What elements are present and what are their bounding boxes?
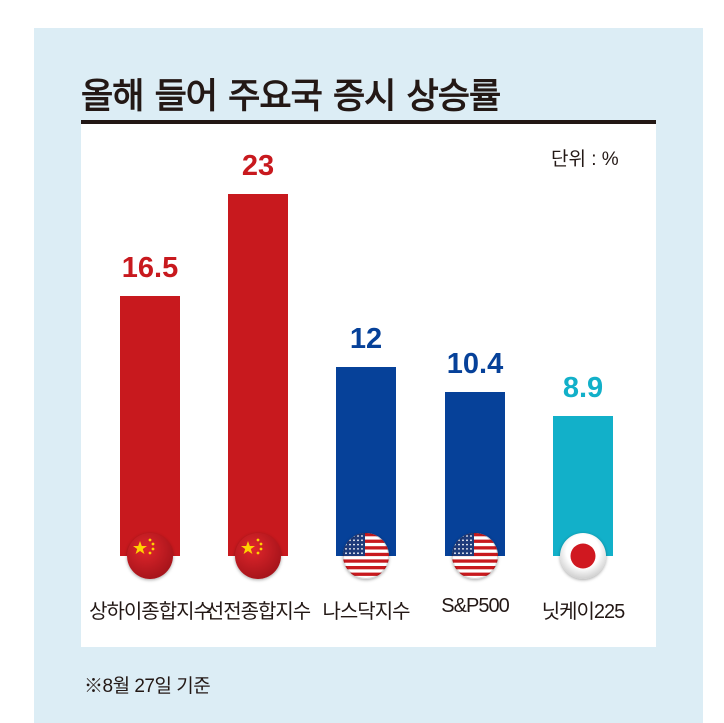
title-divider (81, 120, 656, 124)
japan-flag-icon (560, 533, 606, 579)
category-label: 닛케이225 (541, 601, 626, 623)
unit-label: 단위 : % (551, 149, 619, 170)
china-flag-icon (235, 533, 281, 579)
bar-2 (228, 194, 288, 556)
bar-1 (120, 296, 180, 556)
chart-title: 올해 들어 주요국 증시 상승률 (81, 77, 501, 117)
value-label: 16.5 (121, 252, 179, 284)
us-flag-icon (452, 533, 498, 579)
value-label: 12 (349, 323, 383, 355)
category-label: 상하이종합지수 (89, 601, 212, 623)
category-label: 나스닥지수 (322, 601, 411, 623)
value-label: 23 (241, 150, 275, 182)
china-flag-icon (127, 533, 173, 579)
bar-4 (445, 392, 505, 556)
footnote: ※8월 27일 기준 (84, 676, 211, 697)
us-flag-icon (343, 533, 389, 579)
value-label: 8.9 (562, 372, 604, 404)
bar-5 (553, 416, 613, 556)
category-label: S&P500 (441, 595, 509, 617)
category-label: 선전종합지수 (205, 601, 311, 623)
bar-3 (336, 367, 396, 556)
value-label: 10.4 (446, 348, 504, 380)
